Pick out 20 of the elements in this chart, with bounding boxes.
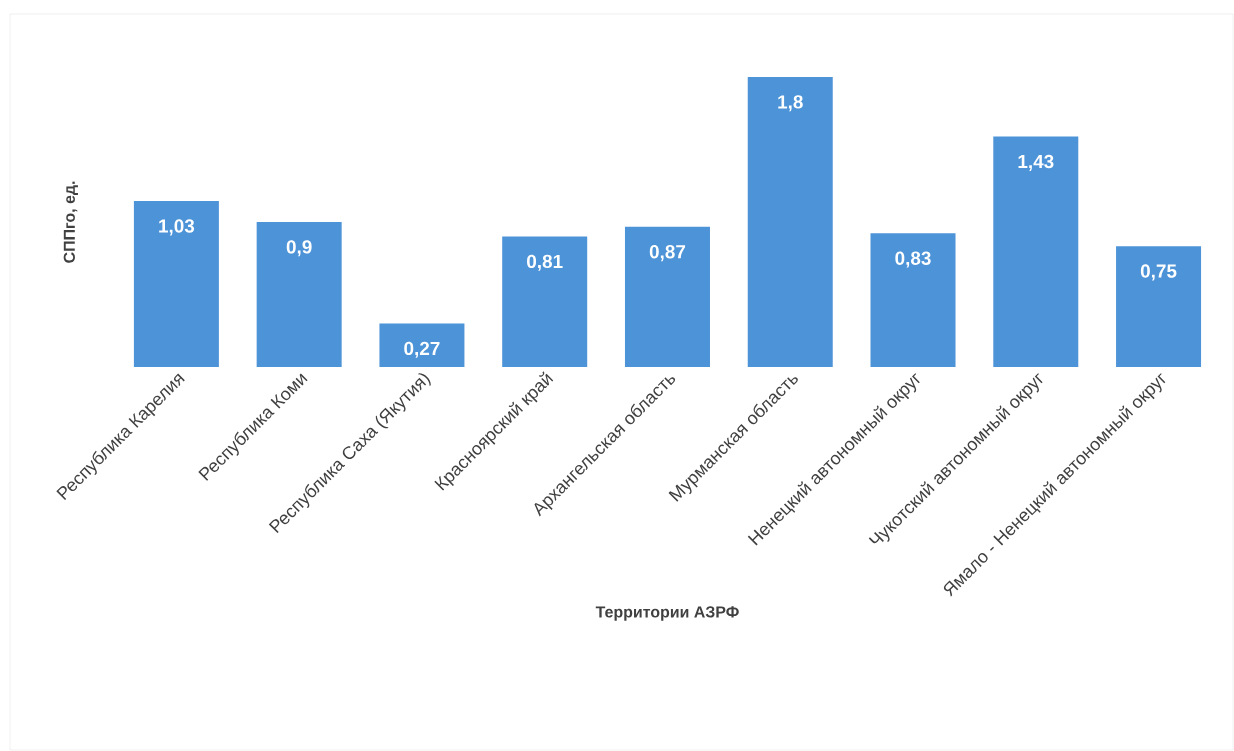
data-label: 0,83 (895, 251, 931, 268)
bar (379, 323, 465, 367)
data-label: 1,03 (159, 219, 195, 236)
bar (133, 201, 219, 367)
x-axis-title: Территории АЗРФ (595, 606, 739, 621)
bar (624, 226, 710, 367)
bar (502, 236, 588, 367)
bar (747, 77, 833, 367)
data-label: 0,9 (286, 240, 312, 257)
bar (870, 233, 956, 367)
bar (993, 136, 1079, 367)
data-label: 0,81 (527, 254, 563, 271)
data-label: 0,27 (404, 341, 440, 358)
bar (1116, 246, 1202, 367)
data-label: 1,43 (1018, 154, 1054, 171)
data-label: 1,8 (778, 95, 803, 112)
bar (256, 222, 342, 367)
y-axis-title: СППго, ед. (63, 181, 78, 263)
data-label: 0,75 (1140, 264, 1177, 281)
data-label: 0,87 (649, 245, 686, 262)
